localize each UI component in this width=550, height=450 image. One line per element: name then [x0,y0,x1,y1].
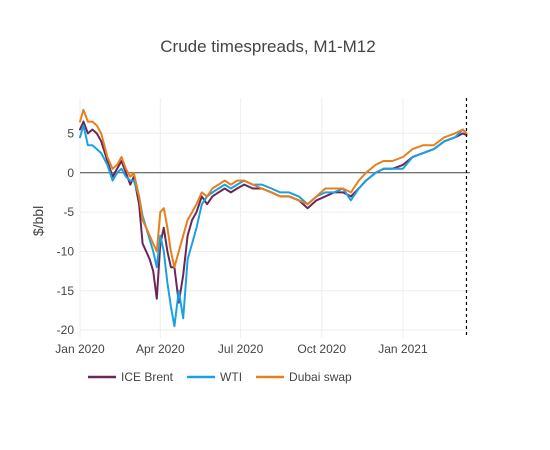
x-tick-labels: Jan 2020 Apr 2020 Jul 2020 Oct 2020 Jan 2021 [55,342,428,356]
legend[interactable]: ICE Brent WTI Dubai swap [88,370,352,384]
series-lines [79,108,468,328]
x-tick-label: Jan 2021 [378,342,428,356]
x-tick-label: Jul 2020 [218,342,264,356]
legend-label: ICE Brent [121,370,174,384]
legend-label: Dubai swap [289,370,352,384]
legend-label: WTI [220,370,242,384]
x-tick-label: Jan 2020 [55,342,105,356]
y-tick-label: -10 [57,244,75,258]
y-tick-labels: 5 0 -5 -10 -15 -20 [57,126,75,337]
x-tick-label: Apr 2020 [136,342,185,356]
legend-item-wti[interactable]: WTI [187,370,242,384]
legend-item-dubai-swap[interactable]: Dubai swap [256,370,352,384]
y-tick-label: 0 [67,166,74,180]
y-tick-label: -15 [57,284,75,298]
series-line-wti [79,124,468,328]
y-axis-title: $/bbl [30,206,46,236]
chart-title: Crude timespreads, M1-M12 [160,37,375,56]
legend-item-ice-brent[interactable]: ICE Brent [88,370,174,384]
x-tick-label: Oct 2020 [297,342,346,356]
y-tick-label: 5 [67,126,74,140]
y-tick-label: -5 [63,205,74,219]
series-line-dubai-swap [79,108,468,269]
y-tick-label: -20 [57,323,75,337]
